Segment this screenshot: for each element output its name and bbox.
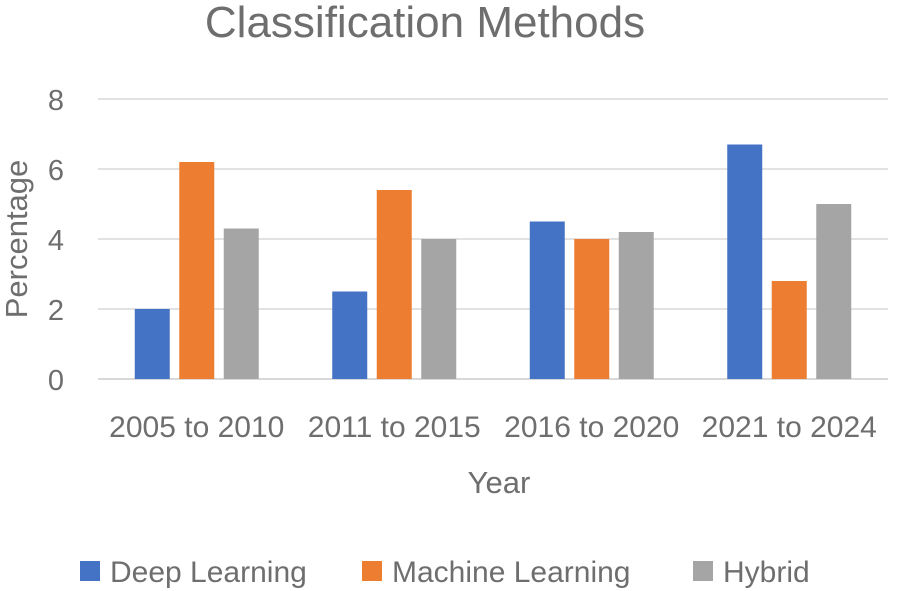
x-category-label-1: 2011 to 2015 xyxy=(308,411,481,444)
x-category-label-2: 2016 to 2020 xyxy=(504,411,679,444)
bar-hybrid-0 xyxy=(223,228,259,379)
bar-machine-learning-1 xyxy=(376,190,412,379)
x-category-label-3: 2021 to 2024 xyxy=(702,411,877,444)
legend-swatch-2 xyxy=(693,561,713,581)
bar-hybrid-3 xyxy=(816,204,852,379)
y-tick-label-8: 8 xyxy=(48,85,64,117)
bar-deep-learning-2 xyxy=(529,221,565,379)
legend-label-0: Deep Learning xyxy=(110,556,307,589)
bar-machine-learning-2 xyxy=(574,239,610,379)
chart-title: Classification Methods xyxy=(205,0,645,47)
y-tick-label-0: 0 xyxy=(48,365,64,397)
bar-machine-learning-3 xyxy=(771,281,807,379)
x-category-label-0: 2005 to 2010 xyxy=(109,411,284,444)
legend-swatch-0 xyxy=(80,561,100,581)
x-axis-title: Year xyxy=(468,465,531,500)
bar-hybrid-2 xyxy=(618,232,654,379)
bar-machine-learning-0 xyxy=(179,162,215,379)
bar-deep-learning-0 xyxy=(134,309,170,379)
legend-label-2: Hybrid xyxy=(723,556,810,589)
bar-deep-learning-1 xyxy=(332,291,368,379)
y-tick-label-6: 6 xyxy=(48,155,64,187)
legend-label-1: Machine Learning xyxy=(392,556,631,589)
bar-hybrid-1 xyxy=(421,239,457,379)
legend-swatch-1 xyxy=(362,561,382,581)
legend: Deep Learning Machine Learning Hybrid xyxy=(80,556,810,589)
y-tick-label-4: 4 xyxy=(48,225,64,257)
y-tick-label-2: 2 xyxy=(48,295,64,327)
bar-deep-learning-3 xyxy=(727,144,763,379)
y-axis-title: Percentage xyxy=(0,160,34,319)
